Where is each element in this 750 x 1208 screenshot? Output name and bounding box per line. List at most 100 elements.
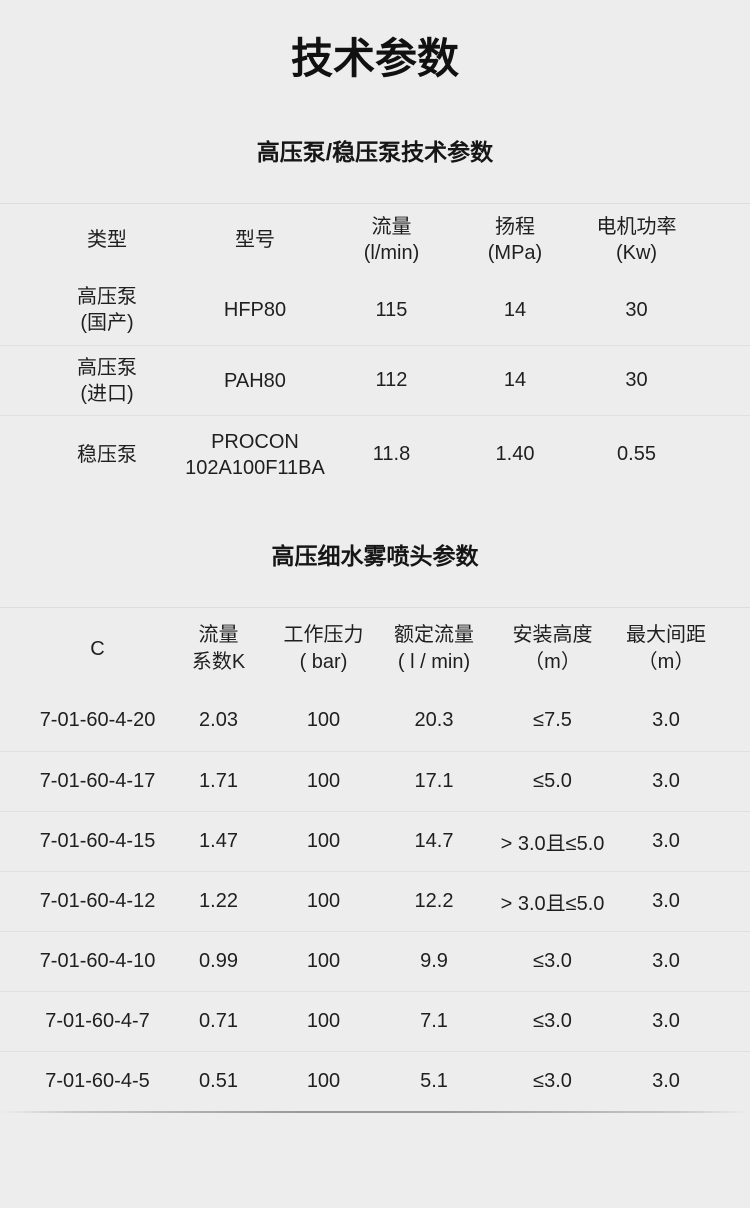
cell-spacing: 3.0	[652, 829, 680, 852]
spacer	[720, 751, 750, 811]
cell-flow: 12.2	[414, 889, 454, 912]
cell-flow: 11.8	[372, 443, 411, 466]
cell-flow: 9.9	[420, 949, 448, 972]
cell-type: 高压泵 (国产)	[30, 276, 184, 346]
bottom-divider	[0, 1111, 750, 1113]
spacer	[0, 931, 30, 991]
cell-flow: 17.1	[414, 769, 454, 792]
cell-line: HFP80	[223, 299, 287, 322]
table-row: 7-01-60-4-15 1.47 100 14.7 > 3.0且≤5.0 3.…	[0, 811, 750, 871]
cell-model: PROCON 102A100F11BA	[184, 416, 326, 494]
spacer	[0, 691, 30, 751]
cell-power: 30	[625, 298, 648, 321]
cell-model: 7-01-60-4-12	[39, 889, 156, 912]
header-unit: （m）	[637, 651, 695, 674]
spacer	[700, 276, 750, 346]
spacer	[0, 751, 30, 811]
cell-height: ≤7.5	[533, 709, 572, 732]
cell-flow: 7.1	[420, 1009, 448, 1032]
cell-model: 7-01-60-4-10	[39, 949, 156, 972]
cell-model: 7-01-60-4-17	[39, 769, 156, 792]
header-line: 流量	[198, 624, 239, 647]
nozzle-col-header-spacing: 最大间距 （m）	[612, 607, 720, 691]
table-row: 稳压泵 PROCON 102A100F11BA 11.8 1.40 0.55	[0, 415, 750, 494]
cell-pressure: 100	[306, 709, 341, 732]
cell-k: 0.71	[199, 1009, 238, 1032]
nozzle-col-header-k: 流量系数K	[165, 607, 272, 691]
table-row: 高压泵 (进口) PAH80 112 14 30	[0, 345, 750, 416]
nozzle-table-title: 高压细水雾喷头参数	[271, 542, 479, 569]
header-line: 类型	[87, 228, 127, 251]
cell-height: > 3.0且≤5.0	[500, 892, 605, 915]
cell-model: 7-01-60-4-5	[45, 1069, 150, 1092]
pump-header-row: 类型 型号 流量 (l/min) 扬程 (MPa) 电机功率 (Kw)	[0, 204, 750, 276]
nozzle-table: C 流量系数K 工作压力 ( bar) 额定流量 ( l / min) 安装高度 （m…	[0, 606, 750, 1112]
spacer	[720, 811, 750, 871]
header-unit: （m）	[524, 651, 581, 674]
cell-pressure: 100	[306, 1009, 341, 1032]
table-row: 7-01-60-4-17 1.71 100 17.1 ≤5.0 3.0	[0, 751, 750, 811]
cell-pressure: 100	[306, 949, 341, 972]
cell-model: 7-01-60-4-15	[39, 829, 156, 852]
cell-spacing: 3.0	[652, 709, 680, 732]
cell-height: > 3.0且≤5.0	[500, 832, 605, 855]
spacer	[0, 991, 30, 1051]
cell-spacing: 3.0	[652, 889, 680, 912]
cell-k: 1.71	[199, 769, 238, 792]
header-unit: ( bar)	[299, 651, 348, 674]
cell-height: ≤5.0	[533, 769, 572, 792]
spacer	[720, 931, 750, 991]
cell-line: 高压泵	[77, 356, 137, 379]
cell-head: 1.40	[495, 443, 535, 466]
cell-flow: 5.1	[420, 1069, 448, 1092]
header-line: 扬程	[495, 215, 535, 238]
header-line: 系数K	[191, 651, 246, 674]
pump-col-header-type: 类型	[30, 204, 184, 276]
header-line: 型号	[235, 228, 275, 251]
cell-k: 1.47	[199, 829, 238, 852]
header-unit: ( l / min)	[397, 651, 471, 674]
cell-model: HFP80	[184, 276, 326, 346]
cell-k: 0.51	[199, 1069, 238, 1092]
spacer	[720, 991, 750, 1051]
header-line: 流量	[371, 215, 412, 238]
spacer	[0, 204, 30, 276]
table-row: 高压泵 (国产) HFP80 115 14 30	[0, 276, 750, 346]
cell-spacing: 3.0	[652, 1069, 680, 1092]
spacer	[0, 1051, 30, 1111]
cell-flow: 115	[375, 298, 408, 321]
pump-col-header-head: 扬程 (MPa)	[457, 204, 573, 276]
cell-flow: 14.7	[414, 829, 454, 852]
cell-k: 0.99	[199, 949, 238, 972]
cell-line: 稳压泵	[77, 443, 137, 466]
cell-flow: 112	[375, 369, 408, 391]
cell-spacing: 3.0	[652, 949, 680, 972]
cell-pressure: 100	[306, 769, 341, 792]
pump-col-header-power: 电机功率 (Kw)	[573, 204, 700, 276]
nozzle-col-header-pressure: 工作压力 ( bar)	[272, 607, 375, 691]
header-line: 工作压力	[283, 624, 364, 647]
cell-k: 1.22	[199, 889, 238, 912]
header-line: 安装高度	[512, 624, 593, 647]
cell-line: 102A100F11BA	[185, 456, 325, 479]
cell-line: (国产)	[80, 312, 134, 335]
cell-spacing: 3.0	[652, 769, 680, 792]
spacer	[720, 607, 750, 691]
cell-height: ≤3.0	[533, 1009, 572, 1032]
nozzle-col-header-model: C	[30, 607, 165, 691]
header-unit: (MPa)	[487, 241, 543, 264]
cell-type: 高压泵 (进口)	[30, 346, 184, 416]
cell-power: 0.55	[617, 443, 656, 466]
header-unit: (l/min)	[363, 241, 420, 264]
spacer	[0, 607, 30, 691]
cell-pressure: 100	[306, 829, 341, 852]
header-line: 额定流量	[394, 624, 474, 647]
cell-pressure: 100	[306, 889, 341, 912]
header-line: C	[90, 637, 105, 660]
spacer	[0, 871, 30, 931]
spacer	[0, 416, 30, 494]
cell-spacing: 3.0	[652, 1009, 680, 1032]
pump-table-title: 高压泵/稳压泵技术参数	[256, 139, 494, 165]
header-unit: (Kw)	[615, 241, 658, 264]
